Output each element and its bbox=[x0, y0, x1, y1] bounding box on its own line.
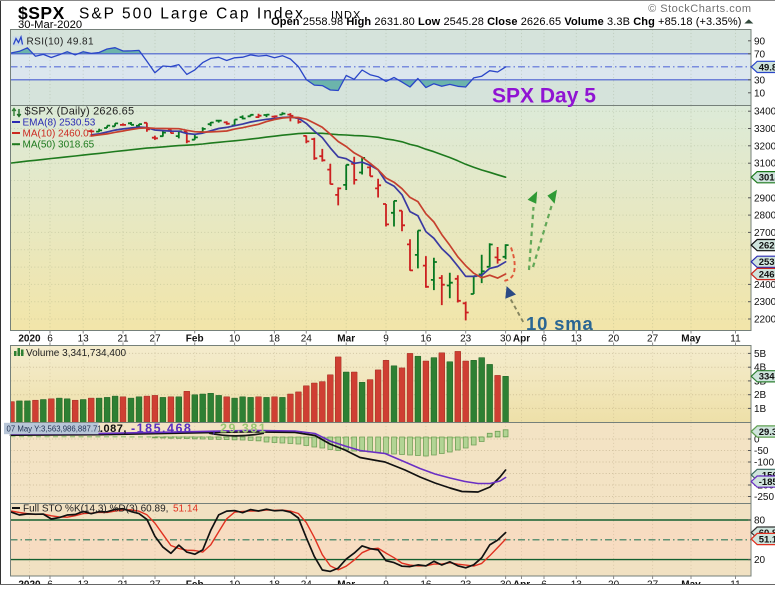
svg-text:2900: 2900 bbox=[754, 193, 775, 204]
svg-text:-250: -250 bbox=[754, 492, 774, 503]
svg-text:3200: 3200 bbox=[754, 141, 775, 152]
svg-text:3018.65: 3018.65 bbox=[759, 173, 775, 184]
svg-text:27: 27 bbox=[647, 334, 659, 345]
svg-text:3300: 3300 bbox=[754, 124, 775, 135]
svg-text:3100: 3100 bbox=[754, 159, 775, 170]
svg-text:07 May Y:3,563,986,887.71: 07 May Y:3,563,986,887.71 bbox=[7, 425, 102, 434]
svg-text:EMA(8) 2530.53: EMA(8) 2530.53 bbox=[23, 117, 96, 128]
svg-text:11: 11 bbox=[730, 334, 741, 345]
svg-text:10 sma: 10 sma bbox=[526, 313, 594, 334]
svg-text:-50: -50 bbox=[754, 446, 769, 457]
svg-text:6: 6 bbox=[541, 334, 547, 345]
svg-text:Volume 3,341,734,400: Volume 3,341,734,400 bbox=[26, 348, 127, 359]
svg-text:2200: 2200 bbox=[754, 315, 775, 326]
svg-text:27: 27 bbox=[149, 334, 161, 345]
svg-text:29.381: 29.381 bbox=[220, 422, 267, 436]
svg-text:$SPX: $SPX bbox=[18, 3, 65, 23]
svg-text:80: 80 bbox=[754, 516, 766, 527]
svg-text:2626.65: 2626.65 bbox=[759, 241, 775, 252]
svg-text:Apr: Apr bbox=[513, 334, 530, 345]
svg-text:SPX Day 5: SPX Day 5 bbox=[492, 85, 596, 108]
svg-text:90: 90 bbox=[754, 36, 766, 47]
svg-text:S&P 500 Large Cap Index: S&P 500 Large Cap Index bbox=[79, 6, 305, 23]
svg-text:5B: 5B bbox=[754, 349, 767, 360]
svg-text:9: 9 bbox=[383, 334, 389, 345]
svg-text:2700: 2700 bbox=[754, 228, 775, 239]
svg-text:2300: 2300 bbox=[754, 297, 775, 308]
svg-text:-185.468: -185.468 bbox=[131, 422, 192, 436]
svg-text:70: 70 bbox=[754, 49, 766, 60]
svg-text:INDX: INDX bbox=[331, 10, 361, 22]
svg-text:RSI(10) 49.81: RSI(10) 49.81 bbox=[27, 37, 94, 48]
svg-text:30: 30 bbox=[500, 334, 512, 345]
svg-text:51.14: 51.14 bbox=[173, 504, 198, 515]
svg-text:Feb: Feb bbox=[186, 334, 204, 345]
svg-text:Full STO %K(14,3) %D(3) 60.89,: Full STO %K(14,3) %D(3) 60.89, bbox=[23, 504, 168, 515]
svg-text:2460.01: 2460.01 bbox=[759, 269, 775, 280]
svg-text:4B: 4B bbox=[754, 363, 767, 374]
svg-text:2B: 2B bbox=[754, 390, 767, 401]
svg-text:May: May bbox=[681, 334, 701, 345]
svg-text:1B: 1B bbox=[754, 404, 767, 415]
svg-text:30: 30 bbox=[754, 75, 766, 86]
svg-text:29.38: 29.38 bbox=[759, 427, 775, 438]
svg-text:2530.53: 2530.53 bbox=[759, 257, 775, 268]
svg-text:20: 20 bbox=[608, 334, 620, 345]
svg-text:20: 20 bbox=[754, 555, 766, 566]
svg-text:49.81: 49.81 bbox=[759, 62, 775, 73]
svg-text:13: 13 bbox=[571, 334, 583, 345]
svg-text:-100: -100 bbox=[754, 458, 774, 469]
svg-text:10: 10 bbox=[754, 88, 766, 99]
svg-text:3400: 3400 bbox=[754, 107, 775, 118]
svg-text:MA(10) 2460.01: MA(10) 2460.01 bbox=[23, 128, 95, 139]
svg-text:18: 18 bbox=[269, 334, 281, 345]
svg-text:13: 13 bbox=[78, 334, 90, 345]
svg-text:MA(50) 3018.65: MA(50) 3018.65 bbox=[23, 140, 95, 151]
svg-text:10: 10 bbox=[229, 334, 241, 345]
svg-text:23: 23 bbox=[460, 334, 472, 345]
svg-text:6: 6 bbox=[47, 334, 53, 345]
svg-text:2020: 2020 bbox=[18, 334, 41, 345]
svg-text:-185.: -185. bbox=[759, 477, 775, 488]
svg-text:51.14: 51.14 bbox=[759, 534, 775, 545]
svg-text:$SPX (Daily) 2626.65: $SPX (Daily) 2626.65 bbox=[25, 106, 135, 118]
svg-text:21: 21 bbox=[117, 334, 129, 345]
svg-text:Mar: Mar bbox=[337, 334, 355, 345]
svg-text:Open 2558.98 High 2631.80 Low: Open 2558.98 High 2631.80 Low 2545.28 Cl… bbox=[271, 16, 741, 28]
svg-text:© StockCharts.com: © StockCharts.com bbox=[648, 3, 751, 15]
svg-text:30-Mar-2020: 30-Mar-2020 bbox=[18, 19, 82, 31]
svg-text:,: , bbox=[212, 422, 215, 436]
svg-text:2800: 2800 bbox=[754, 211, 775, 222]
svg-text:3341: 3341 bbox=[759, 372, 775, 383]
svg-text:.087,: .087, bbox=[100, 423, 127, 435]
svg-text:2400: 2400 bbox=[754, 280, 775, 291]
svg-text:16: 16 bbox=[420, 334, 432, 345]
svg-text:0: 0 bbox=[754, 435, 760, 446]
svg-text:24: 24 bbox=[301, 334, 313, 345]
